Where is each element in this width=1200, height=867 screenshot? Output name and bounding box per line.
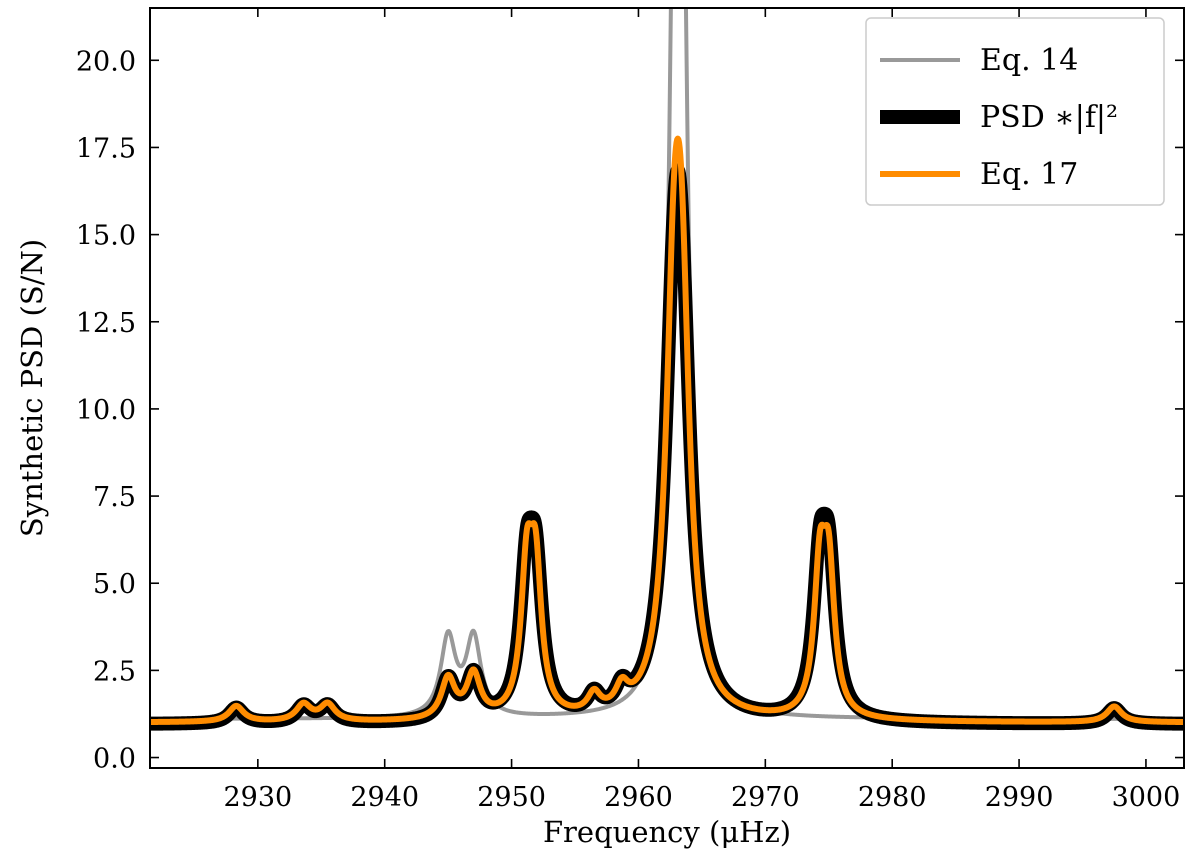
y-axis-label: Synthetic PSD (S/N) [15,239,49,537]
plot-frame [149,7,1185,769]
legend: Eq. 14 PSD ∗|f|² Eq. 17 [865,17,1165,206]
legend-label-1: Eq. 14 [980,43,1078,78]
y-tick-label: 2.5 [93,656,136,687]
x-tick-label: 2970 [731,782,800,813]
x-tick-label: 2940 [350,782,419,813]
y-tick-label: 10.0 [76,395,136,426]
legend-box [865,17,1165,206]
y-tick-label: 20.0 [76,46,136,77]
series-layer [150,8,1184,731]
y-tick-label: 15.0 [76,221,136,252]
ticks-layer: 2930 2940 2950 2960 2970 2980 2990 3000 0.0 2.5 5.… [76,8,1184,813]
y-tick-label: 0.0 [93,744,136,775]
y-tick-label: 5.0 [93,569,136,600]
y-tick-label: 7.5 [93,482,136,513]
y-tick-label: 17.5 [76,133,136,164]
x-tick-label: 2980 [858,782,927,813]
legend-label-3: Eq. 17 [980,157,1078,192]
series-line-3 [150,135,1184,726]
x-tick-label: 2990 [985,782,1054,813]
y-tick-label: 12.5 [76,308,136,339]
x-tick-label: 2960 [604,782,673,813]
legend-label-2: PSD ∗|f|² [980,100,1118,135]
x-axis-label: Frequency (μHz) [543,815,791,849]
x-tick-label: 2930 [223,782,292,813]
x-tick-label: 3000 [1112,782,1181,813]
x-tick-label: 2950 [477,782,546,813]
